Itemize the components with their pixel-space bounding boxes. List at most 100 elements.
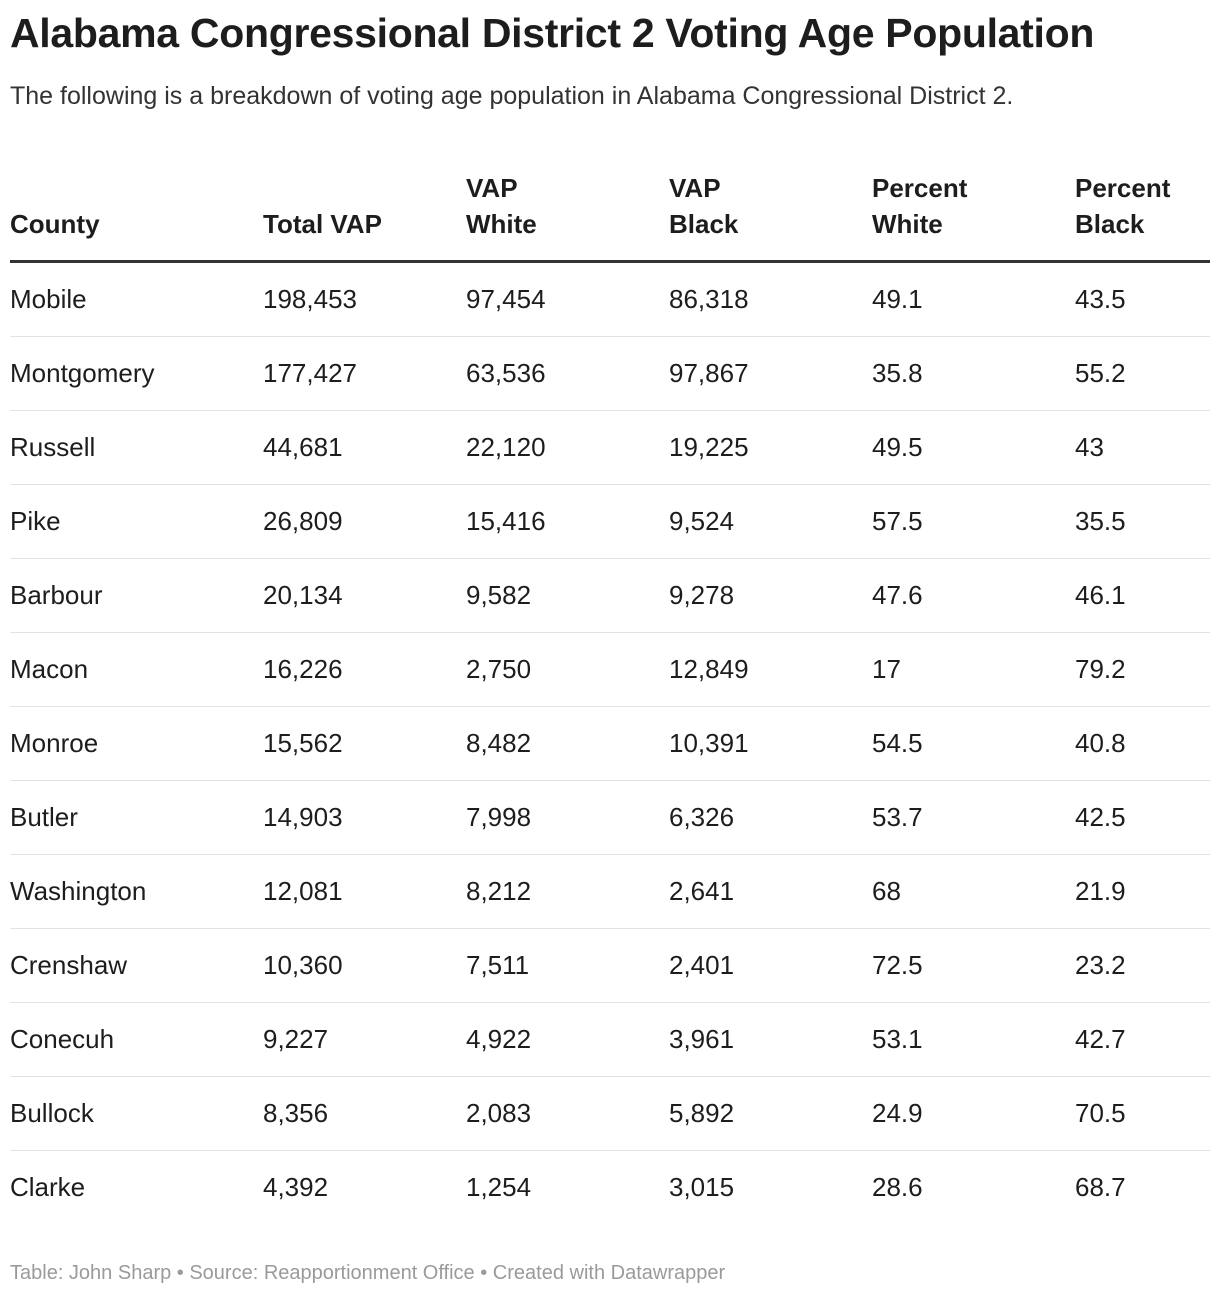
- table-row: Butler 14,903 7,998 6,326 53.7 42.5: [10, 780, 1210, 855]
- table-row: Montgomery 177,427 63,536 97,867 35.8 55.2: [10, 336, 1210, 411]
- table-row: Barbour 20,134 9,582 9,278 47.6 46.1: [10, 558, 1210, 633]
- table-cell: Russell: [10, 410, 263, 485]
- table-cell: Butler: [10, 780, 263, 855]
- table-row: Pike 26,809 15,416 9,524 57.5 35.5: [10, 484, 1210, 559]
- table-row: Mobile 198,453 97,454 86,318 49.1 43.5: [10, 261, 1210, 337]
- title: Alabama Congressional District 2 Voting …: [10, 10, 1095, 56]
- table-cell: Macon: [10, 632, 263, 707]
- footer: Table: John Sharp • Source: Reapportionm…: [10, 1262, 726, 1284]
- column-header-text: VAP White: [466, 173, 537, 239]
- table-cell: Crenshaw: [10, 928, 263, 1003]
- table-cell: 49.1: [872, 261, 1075, 337]
- header-row: County Total VAP VAP White VAP Black Percent…: [10, 160, 1210, 263]
- table-cell: 42.7: [1075, 1002, 1210, 1077]
- table-cell: 9,582: [466, 558, 669, 633]
- table-cell: 14,903: [263, 780, 466, 855]
- table-row: Macon 16,226 2,750 12,849 17 79.2: [10, 632, 1210, 707]
- column-header: Total VAP: [263, 160, 466, 263]
- table-cell: 7,998: [466, 780, 669, 855]
- table-row: Clarke 4,392 1,254 3,015 28.6 68.7: [10, 1151, 1210, 1225]
- column-header: VAP White: [466, 160, 669, 263]
- table-cell: Pike: [10, 484, 263, 559]
- table-cell: 68: [872, 854, 1075, 929]
- table-cell: 35.5: [1075, 484, 1210, 559]
- table-cell: 9,227: [263, 1002, 466, 1077]
- table-cell: 10,391: [669, 706, 872, 781]
- table-cell: 12,849: [669, 632, 872, 707]
- table-cell: 2,641: [669, 854, 872, 929]
- table-cell: 2,083: [466, 1076, 669, 1151]
- table-cell: 3,961: [669, 1002, 872, 1077]
- table-cell: 43.5: [1075, 261, 1210, 337]
- table-cell: 97,867: [669, 336, 872, 411]
- table-cell: 16,226: [263, 632, 466, 707]
- table-cell: 44,681: [263, 410, 466, 485]
- table-cell: 2,750: [466, 632, 669, 707]
- table-cell: 57.5: [872, 484, 1075, 559]
- table-cell: 20,134: [263, 558, 466, 633]
- table-cell: Clarke: [10, 1172, 86, 1202]
- table-cell: 15,416: [466, 484, 669, 559]
- table-cell: 46.1: [1075, 558, 1210, 633]
- table-cell: 9,524: [669, 484, 872, 559]
- table-cell: 5,892: [669, 1076, 872, 1151]
- table-cell: 8,356: [263, 1076, 466, 1151]
- table-cell: 4,392: [263, 1172, 329, 1202]
- table-cell: 53.7: [872, 780, 1075, 855]
- column-header-text: Percent White: [872, 173, 968, 239]
- column-header-text: Total VAP: [263, 209, 382, 239]
- table-cell: 12,081: [263, 854, 466, 929]
- table-cell: 17: [872, 632, 1075, 707]
- table-cell: 28.6: [872, 1172, 923, 1202]
- table-cell: 198,453: [263, 261, 466, 337]
- table-cell: 4,922: [466, 1002, 669, 1077]
- table-cell: Conecuh: [10, 1002, 263, 1077]
- column-header-text: VAP Black: [669, 173, 739, 239]
- table-cell: 9,278: [669, 558, 872, 633]
- table-cell: 43: [1075, 410, 1210, 485]
- table-row: Bullock 8,356 2,083 5,892 24.9 70.5: [10, 1076, 1210, 1151]
- column-header: County: [10, 160, 263, 263]
- table-cell: 54.5: [872, 706, 1075, 781]
- subtitle: The following is a breakdown of voting a…: [10, 82, 1014, 110]
- data-table: County Total VAP VAP White VAP Black Percent…: [10, 160, 1210, 1224]
- table-cell: 177,427: [263, 336, 466, 411]
- table-row: Conecuh 9,227 4,922 3,961 53.1 42.7: [10, 1002, 1210, 1077]
- table-cell: 8,482: [466, 706, 669, 781]
- table-cell: 97,454: [466, 261, 669, 337]
- table-cell: Washington: [10, 854, 263, 929]
- table-row: Washington 12,081 8,212 2,641 68 21.9: [10, 854, 1210, 929]
- column-header: Percent White: [872, 160, 1075, 263]
- table-cell: 72.5: [872, 928, 1075, 1003]
- table-cell: 24.9: [872, 1076, 1075, 1151]
- table-cell: 40.8: [1075, 706, 1210, 781]
- table-cell: 6,326: [669, 780, 872, 855]
- table-cell: 2,401: [669, 928, 872, 1003]
- table-cell: 15,562: [263, 706, 466, 781]
- column-header-text: County: [10, 209, 100, 239]
- table-cell: 35.8: [872, 336, 1075, 411]
- table-row: Russell 44,681 22,120 19,225 49.5 43: [10, 410, 1210, 485]
- table-cell: Barbour: [10, 558, 263, 633]
- table-cell: 68.7: [1075, 1172, 1126, 1202]
- table-cell: 3,015: [669, 1172, 735, 1202]
- table-cell: 86,318: [669, 261, 872, 337]
- table-cell: Montgomery: [10, 336, 263, 411]
- table-cell: 53.1: [872, 1002, 1075, 1077]
- table-cell: 42.5: [1075, 780, 1210, 855]
- table-cell: 47.6: [872, 558, 1075, 633]
- table-cell: Mobile: [10, 261, 263, 337]
- table-row: Crenshaw 10,360 7,511 2,401 72.5 23.2: [10, 928, 1210, 1003]
- table-cell: 63,536: [466, 336, 669, 411]
- table-cell: 8,212: [466, 854, 669, 929]
- table-cell: 70.5: [1075, 1076, 1210, 1151]
- table-cell: 1,254: [466, 1172, 532, 1202]
- column-header-text: Percent Black: [1075, 173, 1171, 239]
- column-header: Percent Black: [1075, 160, 1210, 263]
- table-cell: 49.5: [872, 410, 1075, 485]
- table-row: Monroe 15,562 8,482 10,391 54.5 40.8: [10, 706, 1210, 781]
- table-cell: 26,809: [263, 484, 466, 559]
- table-cell: 55.2: [1075, 336, 1210, 411]
- table-cell: 19,225: [669, 410, 872, 485]
